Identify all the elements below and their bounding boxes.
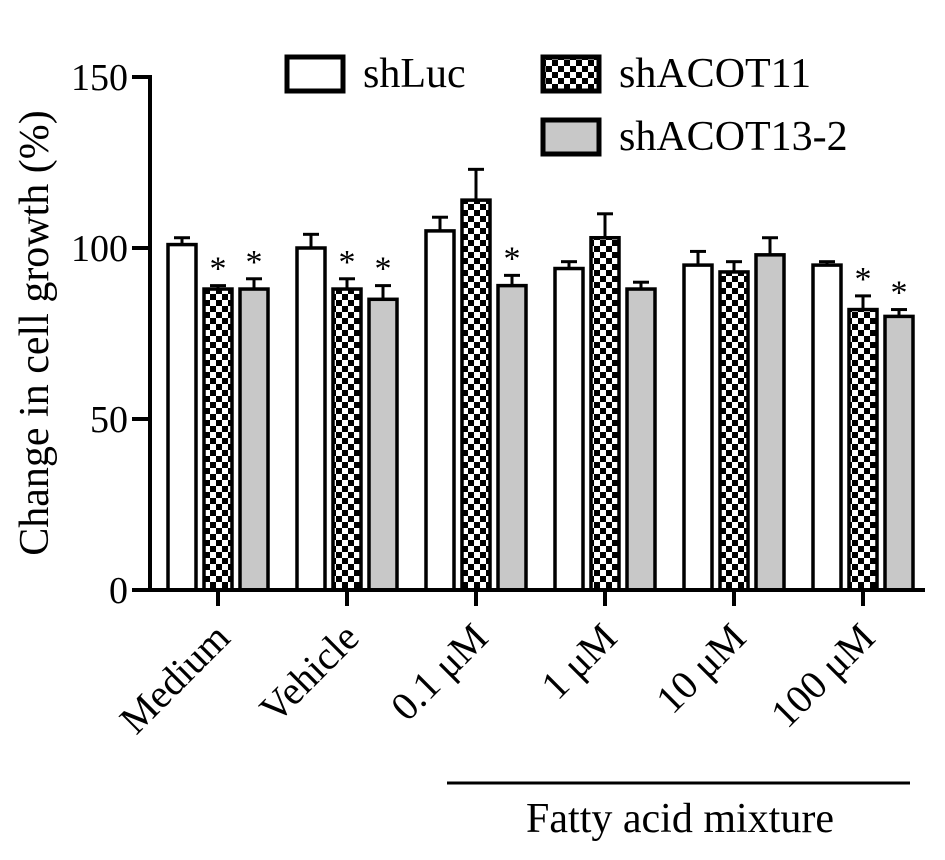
significance-marker: * — [210, 251, 227, 288]
y-tick-label: 150 — [71, 57, 128, 99]
x-tick-label: Medium — [111, 615, 239, 743]
bar-0-1 — [295, 246, 327, 592]
significance-marker: * — [504, 240, 521, 277]
x-tick-label: Vehicle — [251, 615, 368, 732]
y-tick-label: 100 — [71, 228, 128, 270]
x-tick-label: 1 μM — [532, 615, 625, 708]
legend-swatch-1 — [540, 54, 602, 94]
legend-label-0: shLuc — [363, 51, 466, 97]
group-label: Fatty acid mixture — [526, 796, 834, 842]
x-tick-label: 0.1 μM — [382, 615, 497, 730]
significance-marker: * — [246, 244, 263, 281]
bar-2-4 — [754, 253, 786, 592]
bar-1-4 — [718, 270, 750, 592]
bar-1-1 — [331, 287, 363, 592]
bar-0-4 — [682, 263, 714, 592]
legend-label-2: shACOT13-2 — [619, 114, 848, 160]
x-tick-label: 100 μM — [762, 615, 884, 737]
bar-2-0 — [238, 287, 270, 592]
bar-0-5 — [811, 263, 843, 592]
significance-marker: * — [375, 251, 392, 288]
bar-1-3 — [589, 235, 621, 592]
legend-label-1: shACOT11 — [619, 51, 811, 97]
significance-marker: * — [339, 244, 356, 281]
legend-swatch-0 — [284, 54, 346, 94]
significance-marker: * — [855, 261, 872, 298]
bar-1-5 — [847, 307, 879, 592]
bar-0-2 — [424, 229, 456, 592]
bar-1-0 — [202, 287, 234, 592]
bar-2-5 — [883, 314, 915, 592]
bar-2-2 — [496, 283, 528, 592]
y-tick-label: 50 — [90, 399, 128, 441]
x-tick-label: 10 μM — [647, 615, 754, 722]
significance-marker: * — [891, 275, 908, 312]
y-axis-title: Change in cell growth (%) — [12, 110, 58, 556]
y-tick-label: 0 — [109, 570, 128, 612]
bar-0-3 — [553, 266, 585, 592]
bar-2-3 — [625, 287, 657, 592]
legend-swatch-2 — [540, 117, 602, 157]
bar-0-0 — [166, 242, 198, 592]
bar-2-1 — [367, 297, 399, 592]
bar-1-2 — [460, 198, 492, 592]
